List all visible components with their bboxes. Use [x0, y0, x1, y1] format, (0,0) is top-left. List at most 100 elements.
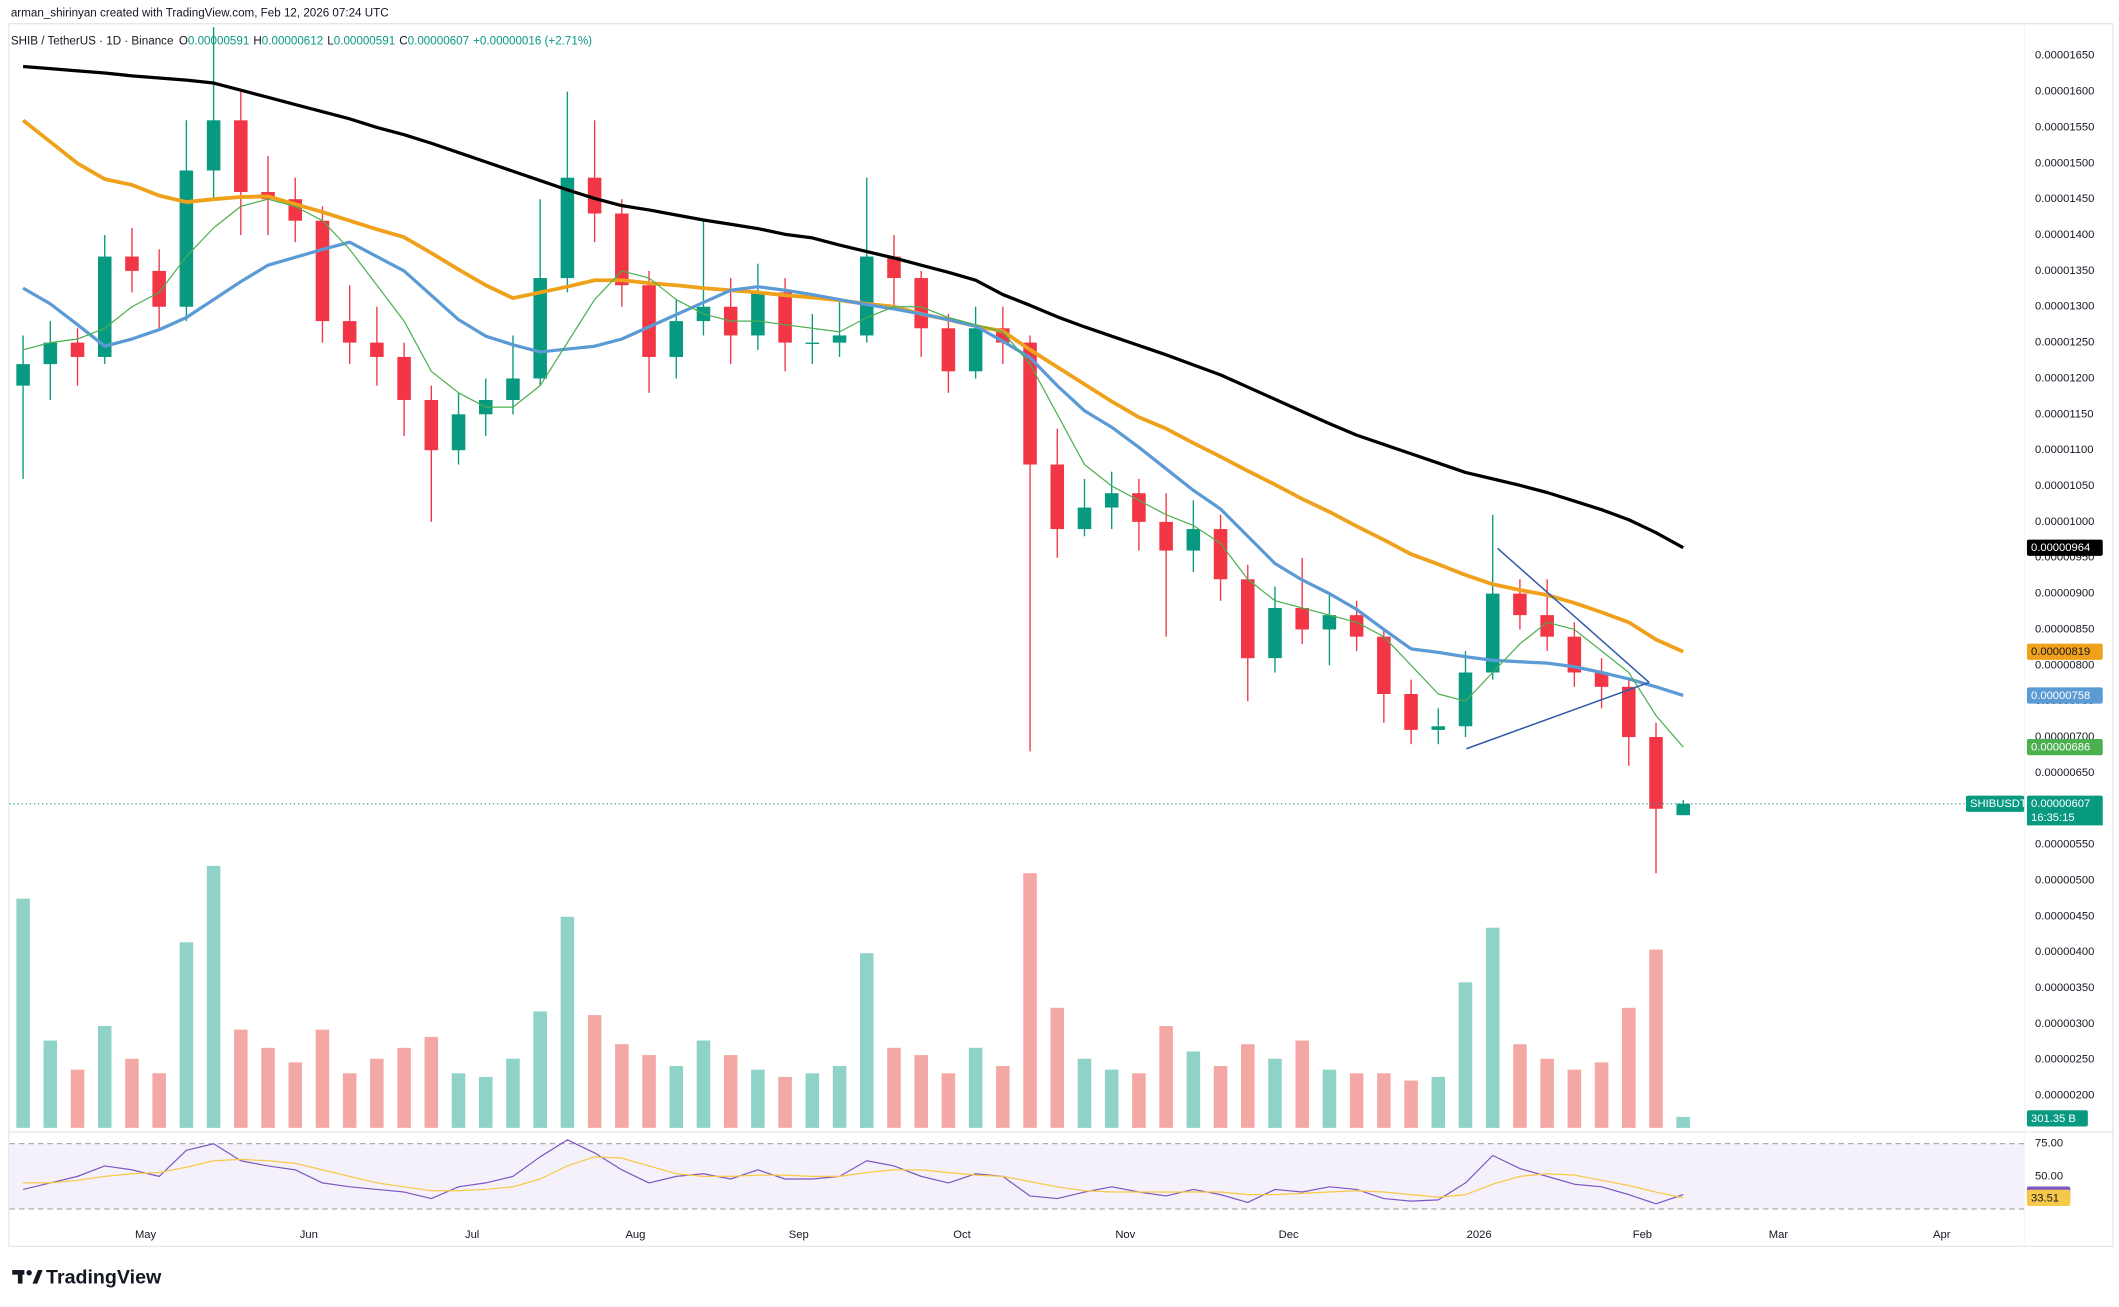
candle-body	[1050, 464, 1065, 530]
candle-body	[1268, 607, 1282, 659]
candle-body	[832, 335, 847, 343]
candle-body	[70, 342, 85, 357]
x-tick-label: Apr	[1933, 1229, 1951, 1241]
y-tick-label: 0.00000450	[2035, 910, 2094, 922]
volume-bar	[642, 1055, 656, 1128]
volume-bar	[1104, 1069, 1119, 1128]
candle-body	[669, 321, 684, 357]
x-tick-label: Jul	[465, 1229, 479, 1241]
y-tick-label: 0.00001650	[2035, 50, 2094, 62]
legend: SHIB / TetherUS · 1D · Binance O0.0000059…	[11, 34, 592, 47]
ma-badge	[2026, 643, 2103, 660]
candle-body	[179, 170, 194, 307]
volume-bar	[1268, 1058, 1282, 1128]
y-tick-label: 0.00001100	[2035, 444, 2093, 456]
candle-body	[914, 278, 928, 329]
volume-bar	[478, 1076, 493, 1128]
volume-bar	[1132, 1073, 1146, 1128]
volume-bar	[723, 1055, 738, 1128]
volume-bar	[1431, 1076, 1446, 1128]
y-tick-label: 0.00000800	[2035, 659, 2094, 671]
volume-bar	[16, 898, 30, 1128]
legend-key: H	[253, 34, 261, 47]
volume-bar	[1676, 1116, 1690, 1128]
y-tick-label: 0.00001400	[2035, 229, 2094, 241]
y-tick-label: 0.00000900	[2035, 588, 2094, 600]
volume-bar	[941, 1073, 956, 1128]
rsi-tick-label: 75.00	[2035, 1138, 2063, 1150]
candle-body	[451, 414, 466, 451]
candle-body	[1322, 615, 1337, 630]
volume-bar	[43, 1040, 58, 1128]
y-tick-label: 0.00001050	[2035, 480, 2094, 492]
candle-body	[1513, 593, 1527, 616]
volume-bar	[1540, 1058, 1554, 1128]
candle-body	[805, 342, 820, 344]
line-series	[22, 1139, 1684, 1205]
triangle-drawing	[1466, 547, 1650, 750]
y-tick-label: 0.00000850	[2035, 623, 2094, 635]
y-tick-label: 0.00000300	[2035, 1018, 2094, 1030]
y-tick-label: 0.00000650	[2035, 767, 2094, 779]
volume-bar	[1622, 1007, 1636, 1128]
ma-badge-label: 0.00000686	[2031, 741, 2090, 753]
volume-bar	[1077, 1058, 1092, 1128]
volume-bar	[587, 1015, 602, 1128]
volume-badge-label: 301.35 B	[2031, 1113, 2076, 1125]
x-tick-label: 2026	[1467, 1229, 1492, 1241]
volume-bar	[1241, 1044, 1255, 1128]
x-tick-label: Feb	[1633, 1229, 1652, 1241]
candle-body	[1159, 521, 1173, 551]
volume-bar	[1295, 1040, 1309, 1128]
candle-body	[778, 292, 792, 343]
volume-bar	[615, 1044, 629, 1128]
volume-bar	[206, 865, 221, 1128]
candle-body	[751, 292, 765, 336]
candle-body	[1540, 615, 1554, 637]
legend-value: 0.00000591	[188, 34, 249, 47]
ticker-label: SHIBUSDT	[1970, 798, 2027, 810]
logo-shape	[26, 1270, 32, 1276]
volume-bar	[859, 953, 874, 1128]
volume-bar	[1023, 873, 1037, 1128]
candle-body	[1622, 686, 1636, 738]
y-tick-label: 0.00001500	[2035, 157, 2094, 169]
candle-body	[533, 278, 547, 379]
candle-body	[1241, 579, 1255, 659]
candle-body	[370, 342, 384, 357]
legend-key: C	[399, 34, 407, 47]
volume-bar	[506, 1058, 520, 1128]
ma-badge	[2026, 687, 2103, 704]
line-series	[22, 64, 1684, 550]
y-tick-label: 0.00001300	[2035, 301, 2094, 313]
candle-body	[1186, 529, 1201, 551]
volume-bar	[370, 1058, 384, 1128]
volume-bar	[1404, 1080, 1418, 1128]
candle-body	[424, 399, 439, 451]
volume-bar	[560, 916, 575, 1128]
volume-bar	[1594, 1062, 1609, 1128]
y-tick-label: 0.00000400	[2035, 946, 2094, 958]
candle-body	[342, 321, 357, 343]
candle-body	[1567, 636, 1582, 673]
price-badge-label: 0.00000607	[2031, 798, 2090, 810]
volume-bar	[696, 1040, 711, 1128]
legend-key: L	[327, 34, 334, 47]
legend-value: 0.00000591	[334, 34, 395, 47]
volume-bar	[424, 1036, 439, 1128]
y-tick-label: 0.00000500	[2035, 874, 2094, 886]
rsi-badge-label: 33.51	[2031, 1192, 2059, 1204]
candle-body	[968, 328, 983, 372]
volume-bar	[751, 1069, 765, 1128]
y-tick-label: 0.00001250	[2035, 337, 2094, 349]
candle-body	[1104, 493, 1119, 508]
x-tick-label: Jun	[300, 1229, 318, 1241]
candle-body	[1023, 342, 1037, 465]
candle-body	[1676, 803, 1690, 816]
volume-bar	[1458, 982, 1473, 1128]
candle-body	[315, 220, 330, 322]
price-badge	[2026, 795, 2103, 812]
volume-bar	[1377, 1073, 1391, 1128]
volume-bar	[288, 1062, 303, 1128]
